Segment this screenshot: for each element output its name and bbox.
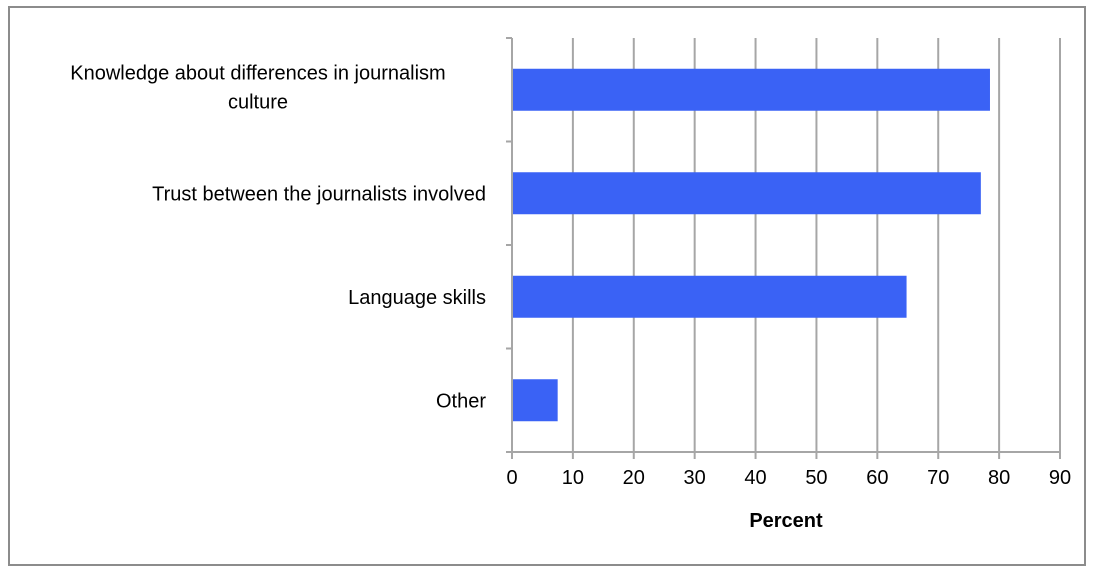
x-tick-label: 60 <box>866 467 888 489</box>
category-label-line: Knowledge about differences in journalis… <box>70 62 445 84</box>
x-tick-label: 90 <box>1049 467 1071 489</box>
category-label: Language skills <box>348 287 486 309</box>
bar <box>512 172 981 215</box>
x-tick-label: 70 <box>927 467 949 489</box>
x-tick-label: 30 <box>684 467 706 489</box>
x-tick-label: 40 <box>744 467 766 489</box>
x-tick-label: 10 <box>562 467 584 489</box>
x-tick-label: 80 <box>988 467 1010 489</box>
axis-layer <box>506 37 1061 459</box>
x-axis-title: Percent <box>749 510 823 532</box>
bar <box>512 275 907 318</box>
x-tick-label: 20 <box>623 467 645 489</box>
category-label: Trust between the journalists involved <box>152 183 486 205</box>
x-tick-label: 0 <box>506 467 517 489</box>
bar <box>512 379 558 422</box>
category-label-line: culture <box>228 91 288 113</box>
bar-layer <box>512 68 990 422</box>
category-label: Knowledge about differences in journalis… <box>70 62 445 113</box>
category-label: Other <box>436 390 486 412</box>
bar <box>512 68 990 111</box>
x-tick-label: 50 <box>805 467 827 489</box>
label-layer: 0 10 20 30 40 50 60 70 80 90 Knowledge about diffe… <box>70 62 1071 489</box>
